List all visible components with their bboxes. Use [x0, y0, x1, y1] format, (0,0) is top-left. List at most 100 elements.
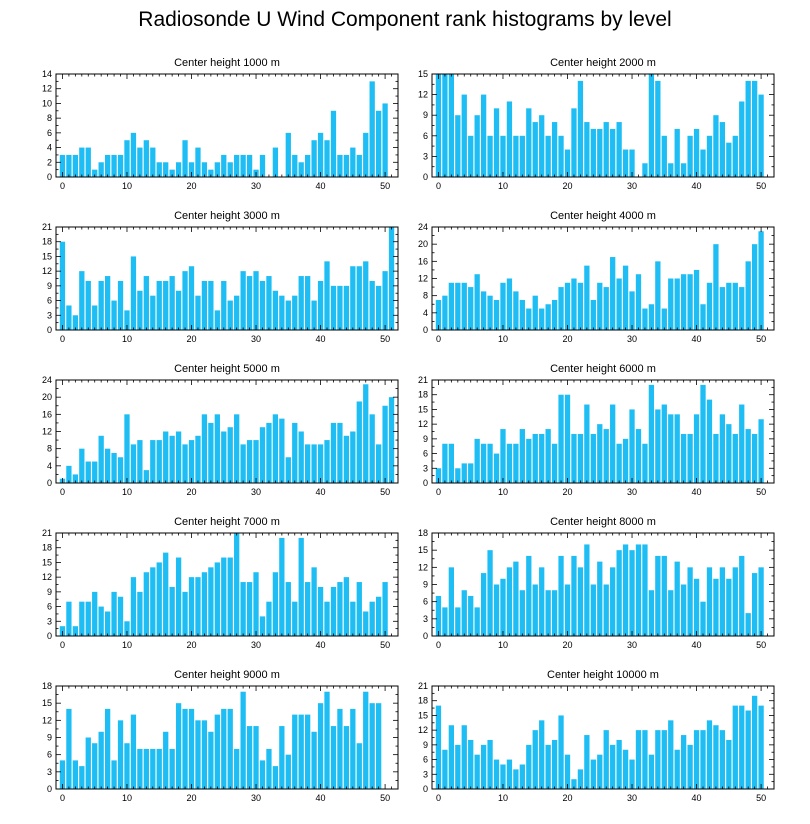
- histogram-bar: [603, 584, 609, 636]
- histogram-bar: [719, 287, 726, 330]
- histogram-bar: [655, 409, 661, 483]
- histogram-bar: [285, 300, 291, 330]
- y-tick-label: 15: [42, 251, 52, 261]
- histogram-bar: [551, 299, 558, 330]
- histogram-bar: [330, 586, 337, 636]
- histogram-bar: [584, 265, 590, 331]
- histogram-bar: [629, 409, 635, 483]
- histogram-bar: [480, 94, 487, 177]
- histogram-bar: [745, 613, 751, 636]
- x-tick-label: 10: [498, 181, 508, 191]
- histogram-bar: [564, 394, 571, 483]
- histogram-bar: [468, 135, 474, 177]
- x-tick-label: 30: [251, 334, 261, 344]
- x-tick-label: 40: [316, 640, 326, 650]
- histogram-bar: [201, 572, 208, 636]
- histogram-bar: [519, 764, 525, 789]
- x-tick-label: 10: [122, 793, 132, 803]
- y-tick-label: 21: [418, 681, 428, 691]
- y-tick-label: 20: [418, 239, 428, 249]
- histogram-bar: [85, 147, 91, 177]
- histogram-bar: [700, 601, 706, 636]
- y-tick-label: 0: [47, 478, 52, 488]
- histogram-bar: [539, 567, 545, 636]
- y-tick-label: 0: [423, 478, 428, 488]
- histogram-bar: [468, 287, 474, 330]
- histogram-bar: [713, 244, 719, 330]
- x-tick-label: 0: [436, 640, 441, 650]
- histogram-bar: [337, 154, 343, 177]
- histogram-bar: [363, 132, 369, 177]
- histogram-bar: [150, 147, 156, 177]
- histogram-bar: [259, 760, 266, 789]
- y-tick-label: 12: [42, 84, 52, 94]
- histogram-bar: [455, 744, 461, 789]
- y-tick-label: 0: [47, 784, 52, 794]
- y-tick-label: 3: [423, 614, 428, 624]
- y-tick-label: 9: [47, 281, 52, 291]
- histogram-bar: [655, 261, 661, 330]
- histogram-bar: [668, 278, 674, 330]
- histogram-bar: [551, 122, 558, 177]
- y-tick-label: 4: [423, 308, 428, 318]
- histogram-bar: [376, 596, 382, 636]
- histogram-bar: [317, 132, 324, 177]
- y-tick-label: 12: [418, 419, 428, 429]
- histogram-bar: [674, 561, 680, 636]
- histogram-bar: [311, 567, 317, 636]
- x-tick-label: 50: [756, 793, 766, 803]
- histogram-bar: [85, 280, 91, 330]
- histogram-bar: [435, 705, 442, 789]
- histogram-bar: [584, 544, 590, 636]
- histogram-bar: [130, 714, 137, 789]
- histogram-bar: [72, 154, 78, 177]
- histogram-bar: [674, 278, 680, 330]
- histogram-bar: [739, 101, 745, 177]
- histogram-bar: [719, 730, 726, 789]
- histogram-bar: [577, 567, 584, 636]
- y-tick-label: 8: [423, 291, 428, 301]
- histogram-bar: [584, 404, 590, 483]
- panel-title: Center height 10000 m: [547, 669, 659, 681]
- histogram-bar: [111, 591, 117, 636]
- histogram-bar: [739, 404, 745, 483]
- histogram-bar: [285, 457, 291, 483]
- x-tick-label: 50: [380, 640, 390, 650]
- y-tick-label: 15: [418, 710, 428, 720]
- x-tick-label: 40: [692, 487, 702, 497]
- histogram-bar: [506, 101, 513, 177]
- histogram-bar: [305, 444, 311, 484]
- histogram-bar: [305, 714, 311, 789]
- histogram-bar: [376, 703, 382, 789]
- y-tick-label: 0: [47, 172, 52, 182]
- histogram-bar: [493, 108, 500, 177]
- x-tick-label: 50: [380, 793, 390, 803]
- histogram-bar: [616, 122, 622, 177]
- histogram-bar: [519, 429, 525, 483]
- histogram-bar: [324, 261, 330, 330]
- histogram-bar: [98, 162, 104, 177]
- histogram-bar: [124, 310, 130, 330]
- histogram-bar: [519, 135, 525, 177]
- histogram-bar: [337, 708, 343, 789]
- histogram-bar: [305, 582, 311, 636]
- histogram-bar: [163, 162, 169, 177]
- x-tick-label: 20: [187, 334, 197, 344]
- y-tick-label: 21: [42, 528, 52, 538]
- x-tick-label: 20: [187, 181, 197, 191]
- histogram-bar: [330, 285, 337, 330]
- y-tick-label: 15: [418, 404, 428, 414]
- histogram-bar: [493, 759, 500, 789]
- histogram-bar: [175, 557, 182, 636]
- x-tick-label: 0: [60, 487, 65, 497]
- histogram-bar: [597, 128, 603, 177]
- histogram-bar: [610, 744, 616, 789]
- histogram-panel: Center height 7000 m 0 10 20 30 40 50 0 3 6 9 12 15 1…: [42, 516, 399, 650]
- y-tick-label: 9: [423, 434, 428, 444]
- histogram-bar: [388, 227, 395, 330]
- histogram-bar: [117, 154, 124, 177]
- histogram-panel: Center height 1000 m 0 10 20 30 40 50 0 2 4 6 8 10 12…: [42, 57, 399, 191]
- histogram-bar: [272, 290, 279, 330]
- histogram-bar: [234, 414, 240, 483]
- x-tick-label: 10: [122, 487, 132, 497]
